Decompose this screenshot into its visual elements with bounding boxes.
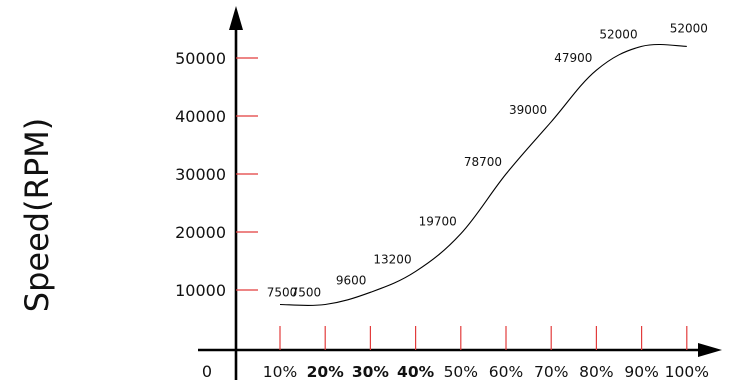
speed-curve xyxy=(279,43,687,307)
x-tick-label: 20% xyxy=(307,363,345,381)
data-label: 7500 xyxy=(291,286,322,300)
data-label: 39000 xyxy=(509,103,547,117)
x-tick-label: 80% xyxy=(579,363,613,381)
data-label: 52000 xyxy=(670,21,708,35)
y-tick-label: 20000 xyxy=(175,223,226,242)
y-ticks: 10000 20000 30000 40000 50000 xyxy=(175,49,258,300)
data-label: 9600 xyxy=(336,273,367,287)
data-label: 47900 xyxy=(554,51,592,65)
x-ticks: 10% 20% 30% 40% 50% 60% 70% 80% 90% 100% xyxy=(263,326,709,381)
x-tick-label: 70% xyxy=(534,363,568,381)
data-label: 19700 xyxy=(419,215,457,229)
x-tick-label: 90% xyxy=(624,363,658,381)
x-tick-label: 40% xyxy=(397,363,435,381)
data-label: 13200 xyxy=(373,252,411,266)
data-label: 52000 xyxy=(599,27,637,41)
y-tick-label: 40000 xyxy=(175,107,226,126)
x-tick-label: 50% xyxy=(444,363,478,381)
y-axis-title-text: Speed(RPM) xyxy=(18,118,56,312)
x-tick-label: 100% xyxy=(665,363,709,381)
x-tick-label: 60% xyxy=(489,363,523,381)
data-label: 78700 xyxy=(464,155,502,169)
x-axis-arrow xyxy=(698,343,722,357)
x-tick-label: 30% xyxy=(352,363,390,381)
y-tick-label: 50000 xyxy=(175,49,226,68)
y-tick-label: 30000 xyxy=(175,165,226,184)
origin-label: 0 xyxy=(202,362,212,381)
x-tick-label: 10% xyxy=(263,363,297,381)
y-axis-arrow xyxy=(229,6,243,30)
data-label: 7500 xyxy=(267,286,298,300)
y-tick-label: 10000 xyxy=(175,281,226,300)
y-axis-title: Speed(RPM) xyxy=(18,118,56,312)
